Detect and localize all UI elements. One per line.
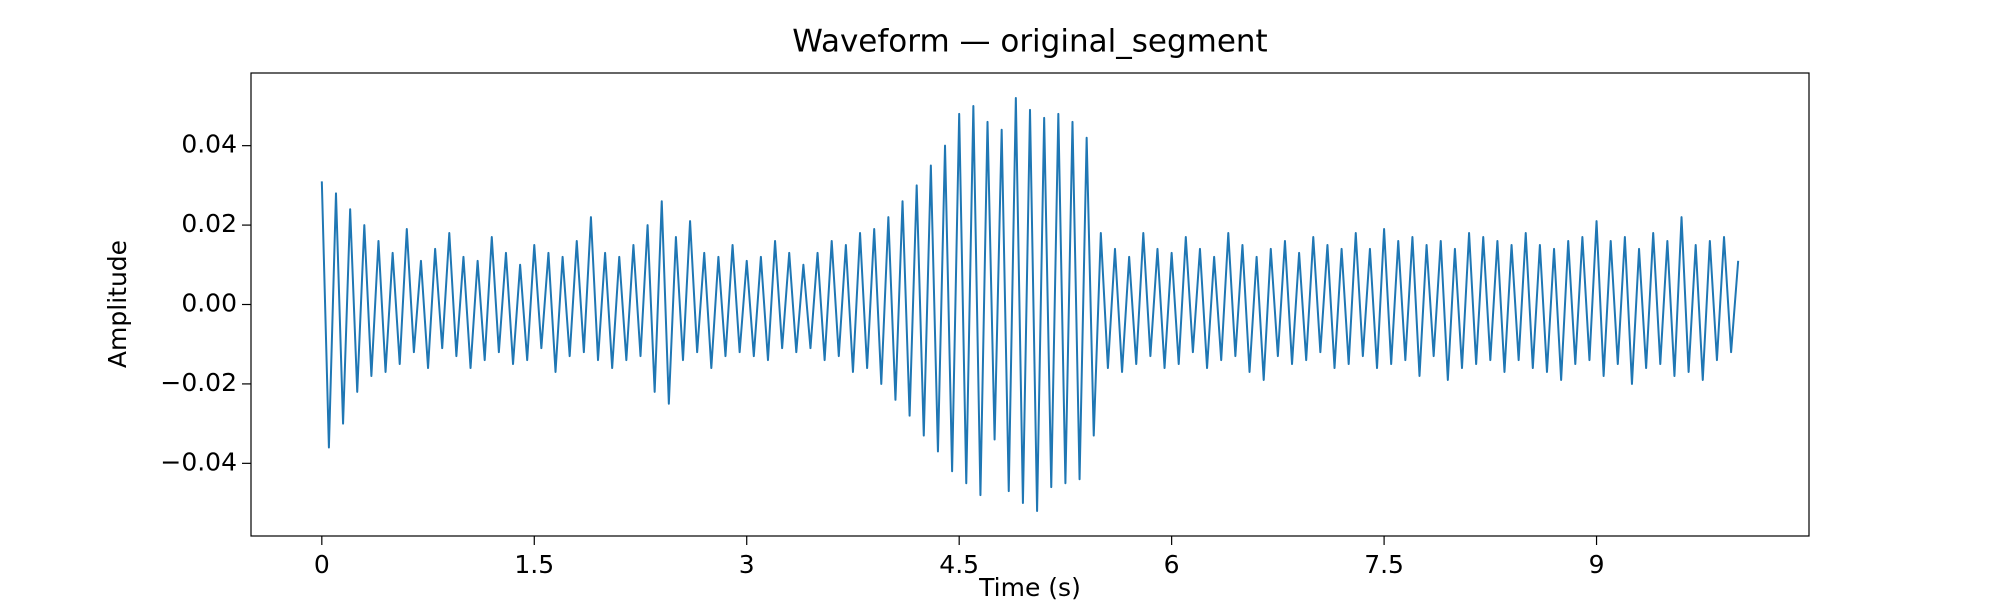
x-tick-label: 7.5 (1364, 550, 1404, 579)
x-tick-label: 1.5 (514, 550, 554, 579)
y-tick-label: −0.02 (160, 368, 237, 397)
x-tick-label: 3 (739, 550, 755, 579)
plot-frame (250, 72, 1810, 537)
x-tick-label: 4.5 (939, 550, 979, 579)
y-tick-label: 0.00 (181, 289, 237, 318)
chart-title: Waveform — original_segment (792, 24, 1267, 60)
waveform-line (320, 97, 1740, 512)
y-tick-label: 0.02 (181, 209, 237, 238)
x-tick-label: 6 (1164, 550, 1180, 579)
x-tick-label: 9 (1589, 550, 1605, 579)
y-tick-label: −0.04 (160, 447, 237, 476)
y-tick-label: 0.04 (181, 130, 237, 159)
y-axis-label: Amplitude (103, 240, 132, 368)
x-tick-label: 0 (314, 550, 330, 579)
x-axis-label: Time (s) (978, 573, 1081, 600)
